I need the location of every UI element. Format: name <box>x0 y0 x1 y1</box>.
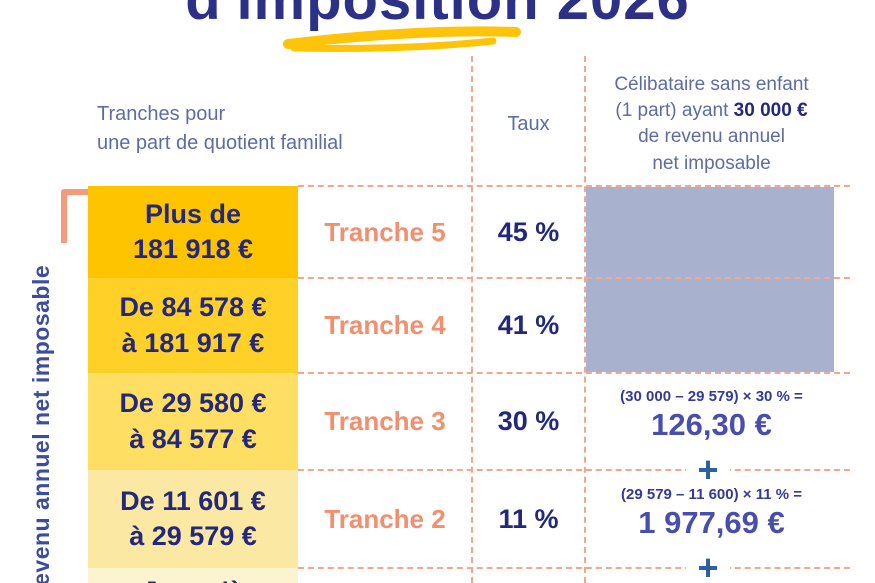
table-row: Plus de 181 918 € Tranche 5 45 % <box>0 185 875 278</box>
row-divider <box>298 567 850 569</box>
table-row: De 11 601 € à 29 579 € Tranche 2 11 % (2… <box>0 469 875 568</box>
column-header-line: de revenu annuel <box>638 126 785 148</box>
calc-formula: (29 579 – 11 600) × 11 % = <box>621 485 802 503</box>
row-divider <box>298 372 850 374</box>
column-header-line: Célibataire sans enfant <box>614 74 809 95</box>
range-line: Plus de <box>144 198 242 229</box>
range-line: De 11 601 € <box>120 485 266 516</box>
plus-sign: + <box>686 452 730 488</box>
tranche-label: Tranche 2 <box>324 503 446 534</box>
column-divider <box>584 56 586 583</box>
range-line: à 84 577 € <box>129 423 257 454</box>
column-header-line: net imposable <box>652 152 771 174</box>
range-line: Jusqu'à <box>143 574 244 583</box>
column-header-taux: Taux <box>507 113 550 135</box>
column-header-line: (1 part) ayant 30 000 € <box>585 98 838 124</box>
row-divider <box>298 469 850 471</box>
range-line: De 29 580 € <box>119 388 267 419</box>
row-divider <box>298 185 850 187</box>
tranche-label: Tranche 3 <box>324 406 446 436</box>
rate-value: 41 % <box>497 310 560 340</box>
column-header-line: une part de quotient familial <box>97 132 343 154</box>
tranche-label: Tranche 5 <box>324 216 446 247</box>
range-cell: De 11 601 € à 29 579 € <box>88 470 298 568</box>
rate-value: 30 % <box>497 406 560 436</box>
calc-result: 126,30 € <box>651 407 772 442</box>
calc-result: 1 977,69 € <box>638 504 785 540</box>
column-header-tranches: Tranches pour une part de quotient famil… <box>97 100 343 158</box>
range-cell: De 29 580 € à 84 577 € <box>88 373 298 470</box>
table-row: De 29 580 € à 84 577 € Tranche 3 30 % (3… <box>0 372 875 470</box>
calc-formula: (30 000 – 29 579) × 30 % = <box>620 388 803 405</box>
range-cell: De 84 578 € à 181 917 € <box>88 278 298 373</box>
example-prefix: (1 part) ayant <box>615 100 734 122</box>
range-line: à 29 579 € <box>129 521 257 551</box>
tax-calculation-cell: (29 579 – 11 600) × 11 % = 1 977,69 € <box>585 470 838 568</box>
range-line: De 84 578 € <box>119 292 267 323</box>
column-header-example: Célibataire sans enfant (1 part) ayant 3… <box>585 72 838 177</box>
table-row: De 84 578 € à 181 917 € Tranche 4 41 % <box>0 277 875 373</box>
tax-calculation-cell: (30 000 – 29 579) × 30 % = 126,30 € <box>585 373 838 470</box>
plus-sign: + <box>686 550 730 583</box>
range-cell: Jusqu'à <box>88 568 298 583</box>
range-line: 181 918 € <box>132 234 254 264</box>
rate-value: 45 % <box>497 216 560 247</box>
tranche-label: Tranche 4 <box>324 310 446 340</box>
column-divider <box>471 56 473 583</box>
axis-bracket <box>61 189 95 243</box>
table-row: Jusqu'à <box>0 567 875 583</box>
example-amount: 30 000 € <box>733 100 808 122</box>
rate-value: 11 % <box>498 503 559 534</box>
empty-cells-block <box>586 187 834 372</box>
row-divider <box>298 277 850 279</box>
page-title: d'imposition 2026 <box>0 0 875 33</box>
title-underline-squiggle <box>283 26 521 53</box>
column-header-line: Tranches pour <box>97 103 226 125</box>
range-line: à 181 917 € <box>121 327 265 358</box>
range-cell: Plus de 181 918 € <box>88 186 298 278</box>
